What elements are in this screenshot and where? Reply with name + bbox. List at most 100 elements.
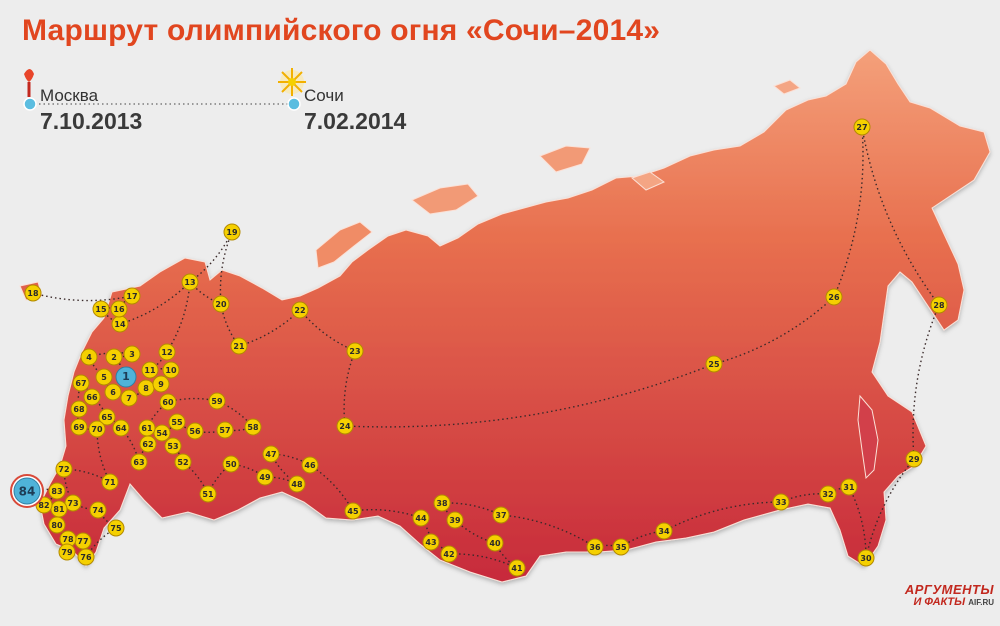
route-stop-marker[interactable]: 18 (24, 284, 42, 302)
route-stop-marker[interactable]: 38 (433, 494, 451, 512)
route-stop-marker[interactable]: 72 (55, 460, 73, 478)
route-stop-marker[interactable]: 4 (80, 348, 98, 366)
route-stop-marker[interactable]: 36 (586, 538, 604, 556)
marker-dot (70, 400, 88, 418)
marker-label: 22 (294, 306, 305, 315)
route-stop-marker[interactable]: 31 (840, 478, 858, 496)
route-stop-marker[interactable]: 68 (70, 400, 88, 418)
route-stop-marker[interactable]: 39 (446, 511, 464, 529)
route-stop-marker[interactable]: 16 (110, 300, 128, 318)
marker-label: 11 (144, 366, 156, 375)
route-stop-marker[interactable]: 35 (612, 538, 630, 556)
route-segment (119, 281, 191, 325)
route-stop-marker[interactable]: 45 (344, 502, 362, 520)
route-stop-marker[interactable]: 8 (137, 379, 155, 397)
route-stop-marker[interactable]: 44 (412, 509, 430, 527)
route-stop-marker[interactable]: 48 (288, 475, 306, 493)
route-stop-marker[interactable]: 52 (174, 453, 192, 471)
route-stop-marker[interactable]: 51 (199, 485, 217, 503)
marker-dot (152, 375, 170, 393)
route-stop-marker[interactable]: 10 (162, 361, 180, 379)
route-stop-marker[interactable]: 7 (120, 389, 138, 407)
marker-dot (586, 538, 604, 556)
route-stop-marker[interactable]: 24 (336, 417, 354, 435)
route-stop-marker[interactable]: 5 (95, 368, 113, 386)
arctic-island-3 (631, 171, 666, 191)
route-stop-marker[interactable]: 80 (48, 516, 66, 534)
route-stop-marker[interactable]: 71 (101, 473, 119, 491)
route-stop-marker[interactable]: 56 (186, 422, 204, 440)
marker-label: 12 (161, 348, 172, 357)
route-stop-marker[interactable]: 34 (655, 522, 673, 540)
marker-label: 10 (165, 366, 177, 375)
route-stop-marker[interactable]: 40 (486, 534, 504, 552)
route-stop-marker[interactable]: 42 (440, 545, 458, 563)
route-stop-marker[interactable]: 13 (181, 273, 199, 291)
marker-label: 48 (291, 480, 303, 489)
route-stop-marker[interactable]: 32 (819, 485, 837, 503)
route-stop-marker[interactable]: 47 (262, 445, 280, 463)
route-stop-marker[interactable]: 37 (492, 506, 510, 524)
route-stop-marker[interactable]: 69 (70, 418, 88, 436)
marker-label: 28 (933, 301, 945, 310)
route-stop-marker[interactable]: 64 (112, 419, 130, 437)
route-stop-marker[interactable]: 54 (153, 424, 171, 442)
route-stop-marker[interactable]: 49 (256, 468, 274, 486)
marker-label: 9 (158, 380, 164, 389)
route-stop-marker[interactable]: 30 (857, 549, 875, 567)
marker-dot (412, 509, 430, 527)
route-stop-marker[interactable]: 81 (50, 500, 68, 518)
route-stop-marker[interactable]: 63 (130, 453, 148, 471)
route-stop-marker[interactable]: 46 (301, 456, 319, 474)
route-stop-marker[interactable]: 53 (164, 437, 182, 455)
route-stop-marker[interactable]: 19 (223, 223, 241, 241)
route-stop-marker[interactable]: 50 (222, 455, 240, 473)
route-stop-marker[interactable]: 2 (105, 348, 123, 366)
route-stop-marker[interactable]: 41 (508, 559, 526, 577)
marker-label: 40 (489, 539, 501, 548)
route-stop-marker[interactable]: 15 (92, 300, 110, 318)
route-stop-marker[interactable]: 3 (123, 345, 141, 363)
route-stop-marker[interactable]: 67 (72, 374, 90, 392)
route-stop-marker[interactable]: 33 (772, 493, 790, 511)
route-stop-marker[interactable]: 76 (77, 548, 95, 566)
route-stop-marker[interactable]: 21 (230, 337, 248, 355)
route-stop-marker[interactable]: 59 (208, 392, 226, 410)
route-stop-marker[interactable]: 27 (853, 118, 871, 136)
route-stop-marker[interactable]: 26 (825, 288, 843, 306)
marker-dot (164, 437, 182, 455)
route-stop-marker[interactable]: 1 (115, 366, 137, 388)
route-stop-marker[interactable]: 29 (905, 450, 923, 468)
route-stop-marker[interactable]: 58 (244, 418, 262, 436)
route-stop-marker[interactable]: 75 (107, 519, 125, 537)
route-stop-marker[interactable]: 62 (139, 435, 157, 453)
route-stop-marker[interactable]: 43 (422, 533, 440, 551)
route-stop-marker[interactable]: 77 (74, 532, 92, 550)
route-stop-marker[interactable]: 60 (159, 393, 177, 411)
route-stop-marker[interactable]: 66 (83, 388, 101, 406)
route-stop-marker[interactable]: 74 (89, 501, 107, 519)
route-stop-marker[interactable]: 11 (141, 361, 159, 379)
route-stop-marker[interactable]: 55 (168, 413, 186, 431)
route-stop-marker[interactable]: 25 (705, 355, 723, 373)
route-stop-marker[interactable]: 73 (64, 494, 82, 512)
route-stop-marker[interactable]: 70 (88, 420, 106, 438)
route-stop-marker[interactable]: 79 (58, 543, 76, 561)
route-stop-marker[interactable]: 28 (930, 296, 948, 314)
route-stop-marker[interactable]: 17 (123, 287, 141, 305)
route-stop-marker[interactable]: 12 (158, 343, 176, 361)
marker-label: 14 (114, 320, 126, 329)
route-stop-marker[interactable]: 57 (216, 421, 234, 439)
route-stop-marker[interactable]: 84 (10, 474, 44, 508)
route-stop-marker[interactable]: 22 (291, 301, 309, 319)
route-stop-marker[interactable]: 65 (98, 408, 116, 426)
route-stop-marker[interactable]: 23 (346, 342, 364, 360)
marker-label: 26 (828, 293, 840, 302)
route-stop-marker[interactable]: 83 (48, 482, 66, 500)
route-stop-marker[interactable]: 14 (111, 315, 129, 333)
marker-dot (13, 477, 41, 505)
route-stop-marker[interactable]: 61 (138, 419, 156, 437)
route-stop-marker[interactable]: 20 (212, 295, 230, 313)
route-stop-marker[interactable]: 9 (152, 375, 170, 393)
route-stop-marker[interactable]: 6 (104, 383, 122, 401)
